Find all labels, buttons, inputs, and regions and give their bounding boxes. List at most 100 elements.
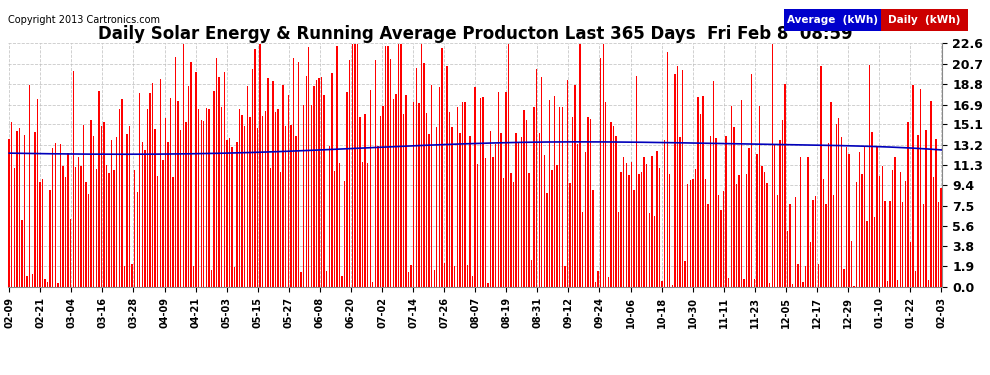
Bar [651,156,652,287]
Bar [784,84,786,287]
Bar [933,177,935,287]
Bar [408,272,409,287]
Bar [579,44,581,287]
Bar [149,93,150,287]
Bar [90,120,92,287]
Bar [843,269,844,287]
Bar [295,136,297,287]
Bar [823,178,824,287]
Bar [700,114,701,287]
Bar [119,109,120,287]
Bar [548,100,550,287]
Bar [448,112,450,287]
Bar [349,60,350,287]
Bar [874,217,875,287]
Bar [321,77,323,287]
Bar [708,204,709,287]
Bar [664,140,665,287]
Bar [900,171,901,287]
Bar [756,153,757,287]
Bar [508,44,509,287]
Bar [659,168,660,287]
Bar [613,126,614,287]
Bar [245,126,246,287]
Bar [597,271,599,287]
Bar [603,44,604,287]
Bar [361,162,363,287]
Bar [77,157,79,287]
Bar [385,46,386,287]
Bar [277,110,279,287]
Bar [879,176,880,287]
Bar [9,138,10,287]
Bar [666,52,668,287]
Bar [621,171,622,287]
Bar [393,99,394,287]
Bar [743,279,744,287]
Bar [124,266,125,287]
Bar [739,175,740,287]
Bar [631,162,632,287]
Bar [745,174,747,287]
Bar [262,116,263,287]
Bar [62,166,63,287]
Bar [931,101,932,287]
Bar [674,74,675,287]
Bar [521,136,522,287]
Bar [561,107,563,287]
Bar [810,242,812,287]
Bar [802,282,804,287]
Bar [574,85,576,287]
Bar [626,163,627,287]
Bar [195,72,197,287]
Bar [831,102,832,287]
Bar [37,99,38,287]
Bar [671,285,673,287]
Bar [845,147,847,287]
Bar [505,92,507,287]
Bar [539,133,540,287]
Bar [646,164,647,287]
Bar [354,44,355,287]
Bar [587,117,589,287]
Bar [661,281,663,287]
Bar [311,105,312,287]
Bar [853,286,854,287]
Bar [940,188,941,287]
Bar [331,74,333,287]
Bar [610,122,612,287]
Bar [910,242,911,287]
Bar [64,177,66,287]
Bar [556,165,557,287]
Bar [14,168,15,287]
Bar [848,154,849,287]
Bar [559,106,560,287]
Bar [424,63,425,287]
Bar [121,99,123,287]
Bar [913,85,914,287]
Bar [334,171,335,287]
Bar [19,128,20,287]
Bar [684,261,686,287]
Bar [648,213,650,287]
Bar [147,109,148,287]
Bar [429,134,430,287]
Bar [157,176,158,287]
Bar [175,57,176,287]
Bar [887,280,888,287]
Bar [826,204,827,287]
Bar [398,44,399,287]
Bar [290,125,291,287]
Bar [111,140,112,287]
Bar [690,180,691,287]
Bar [815,196,817,287]
Bar [789,204,791,287]
Bar [454,266,455,287]
Bar [59,144,61,287]
Bar [892,170,893,287]
Bar [351,44,353,287]
Bar [741,100,742,287]
Bar [103,122,105,287]
Bar [426,113,428,287]
Bar [769,282,770,287]
